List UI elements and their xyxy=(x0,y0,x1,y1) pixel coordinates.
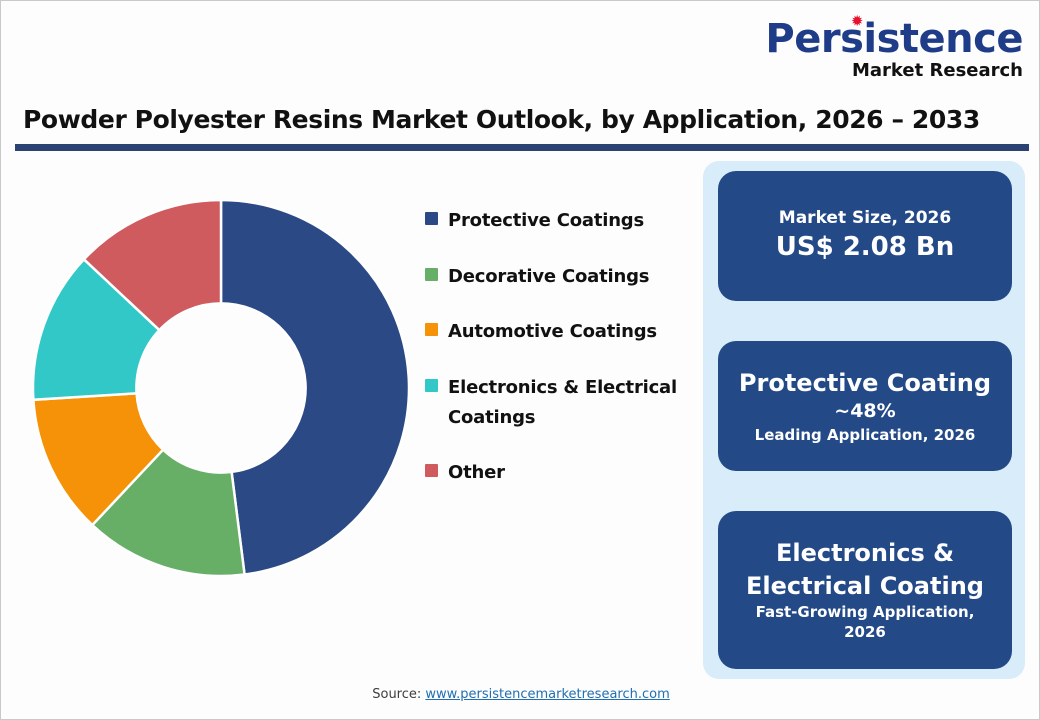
highlight-card-leading-application: Protective Coating ~48% Leading Applicat… xyxy=(718,341,1012,471)
legend-swatch-decorative-coatings xyxy=(425,267,438,281)
title-underline-rule xyxy=(15,144,1029,151)
legend-swatch-protective-coatings xyxy=(425,212,438,225)
legend-item-decorative-coatings: Decorative Coatings xyxy=(425,262,695,292)
legend-item-electronics-electrical-coatings: Electronics & Electrical Coatings xyxy=(425,373,695,432)
brand-name-text: Persistence xyxy=(765,16,1023,62)
highlight-card-market-size-label: Market Size, 2026 xyxy=(778,207,952,228)
highlight-card-fast-growing-application-name: Electronics & Electrical Coating xyxy=(746,539,984,600)
legend-item-other: Other xyxy=(425,458,695,488)
legend-swatch-automotive-coatings xyxy=(425,323,438,337)
source-line: Source: www.persistencemarketresearch.co… xyxy=(1,687,1040,702)
chart-legend: Protective Coatings Decorative Coatings … xyxy=(425,206,695,514)
donut-slice-group xyxy=(33,200,409,576)
highlights-panel: Market Size, 2026 US$ 2.08 Bn Protective… xyxy=(703,161,1025,679)
donut-slice xyxy=(219,200,409,576)
highlight-card-fast-growing-application: Electronics & Electrical Coating Fast-Gr… xyxy=(718,511,1012,669)
highlight-card-leading-application-caption: Leading Application, 2026 xyxy=(754,425,976,444)
highlight-card-market-size: Market Size, 2026 US$ 2.08 Bn xyxy=(718,171,1012,301)
highlight-card-leading-application-share: ~48% xyxy=(834,400,896,423)
highlight-card-leading-application-name: Protective Coating xyxy=(738,368,992,397)
donut-slice xyxy=(90,447,246,576)
legend-item-automotive-coatings: Automotive Coatings xyxy=(425,317,695,347)
brand-name: Persistence ✹ xyxy=(765,14,1023,62)
star-icon: ✹ xyxy=(850,12,864,30)
brand-tagline: Market Research xyxy=(852,60,1023,81)
donut-chart-svg xyxy=(33,200,409,576)
source-prefix: Source: xyxy=(372,687,426,702)
legend-item-protective-coatings: Protective Coatings xyxy=(425,206,695,236)
legend-label-other: Other xyxy=(448,462,505,484)
source-url-link[interactable]: www.persistencemarketresearch.com xyxy=(425,687,670,702)
legend-label-protective-coatings: Protective Coatings xyxy=(448,210,645,231)
brand-logo: Persistence ✹ Market Research xyxy=(765,14,1023,81)
highlight-card-market-size-value: US$ 2.08 Bn xyxy=(775,231,955,262)
legend-label-electronics-electrical-coatings: Electronics & Electrical Coatings xyxy=(448,377,677,428)
legend-label-automotive-coatings: Automotive Coatings xyxy=(448,321,657,343)
donut-chart xyxy=(15,191,415,591)
legend-swatch-electronics-electrical-coatings xyxy=(425,379,438,393)
donut-slice xyxy=(82,200,223,332)
legend-label-decorative-coatings: Decorative Coatings xyxy=(448,265,650,287)
legend-swatch-other xyxy=(425,464,438,478)
page-title: Powder Polyester Resins Market Outlook, … xyxy=(23,105,980,134)
highlight-card-fast-growing-application-caption: Fast-Growing Application, 2026 xyxy=(755,603,975,642)
